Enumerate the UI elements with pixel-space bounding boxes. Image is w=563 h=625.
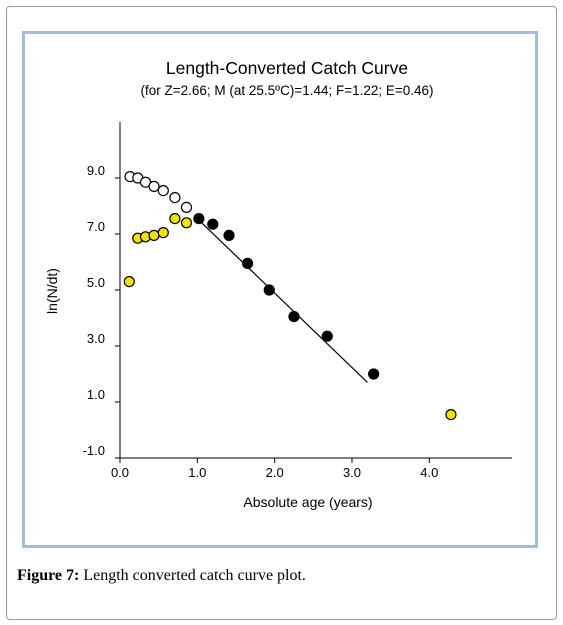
- data-point-yellow: [180, 217, 193, 229]
- caption-label: Figure 7:: [17, 567, 80, 584]
- data-point-filled: [368, 368, 380, 380]
- data-point-filled: [193, 213, 205, 225]
- x-tick-label: 4.0: [420, 465, 438, 480]
- data-point-filled: [241, 257, 254, 269]
- data-point-yellow: [169, 213, 181, 225]
- data-point-filled: [288, 311, 300, 323]
- plot-panel: [22, 31, 538, 548]
- x-tick-label: 2.0: [266, 465, 284, 480]
- data-point-open: [169, 192, 181, 204]
- data-point-filled: [321, 330, 333, 342]
- regression-line-group: [196, 218, 368, 383]
- data-point-open: [180, 201, 193, 213]
- y-tick-label: -1.0: [83, 443, 105, 458]
- data-point-open: [157, 185, 169, 197]
- x-tick-label: 3.0: [343, 465, 361, 480]
- chart-subtitle: (for Z=2.66; M (at 25.5ºC)=1.44; F=1.22;…: [140, 83, 433, 98]
- y-axis-label: ln(N/dt): [44, 268, 60, 314]
- data-point-filled: [207, 218, 219, 230]
- y-tick-label: 5.0: [87, 275, 105, 290]
- y-tick-label: 3.0: [87, 331, 105, 346]
- figure-caption: Figure 7: Length converted catch curve p…: [17, 567, 306, 585]
- x-tick-label: 0.0: [111, 465, 129, 480]
- y-tick-label: 7.0: [87, 219, 105, 234]
- chart-title: Length-Converted Catch Curve: [166, 58, 408, 78]
- data-points: [123, 171, 457, 421]
- y-tick-label: 1.0: [87, 387, 105, 402]
- data-point-filled: [223, 229, 235, 241]
- caption-text: Length converted catch curve plot.: [79, 567, 306, 584]
- data-point-filled: [263, 284, 275, 296]
- data-point-yellow: [123, 276, 135, 288]
- catch-curve-chart: Length-Converted Catch Curve (for Z=2.66…: [44, 58, 512, 510]
- data-point-open: [148, 180, 160, 192]
- x-axis-label: Absolute age (years): [243, 494, 372, 510]
- data-point-yellow: [157, 227, 169, 239]
- axis-ticks: -1.0 1.0 3.0 5.0 7.0 9.0 0.0 1.0 2.0 3.0 4.0: [83, 163, 439, 480]
- data-point-yellow: [445, 409, 457, 421]
- regression-line: [196, 218, 368, 383]
- x-tick-label: 1.0: [188, 465, 206, 480]
- data-point-yellow: [148, 229, 160, 241]
- y-tick-label: 9.0: [87, 163, 105, 178]
